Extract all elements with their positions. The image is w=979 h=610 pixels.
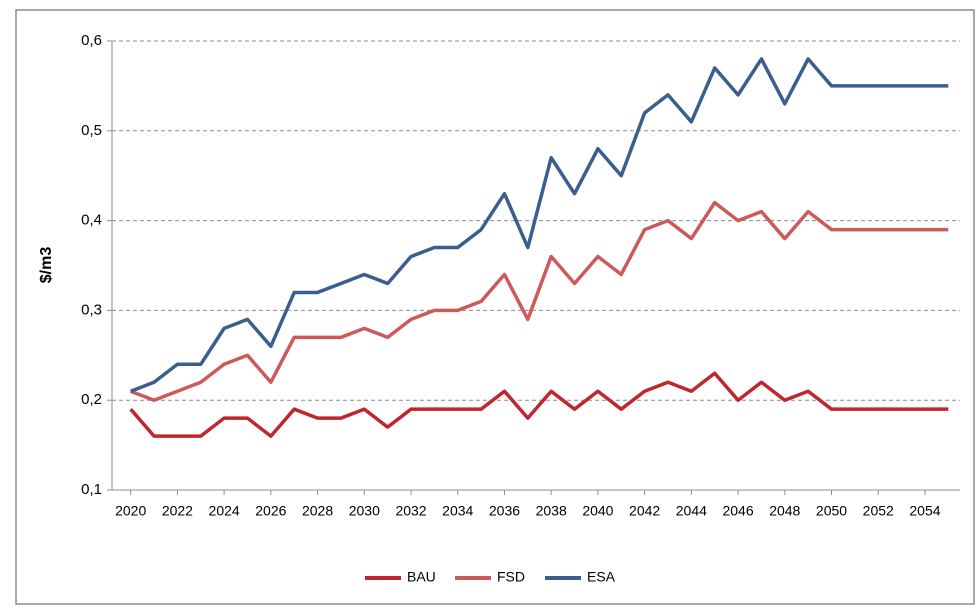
x-tick-label: 2048 (769, 503, 800, 519)
x-tick-label: 2054 (909, 503, 940, 519)
y-tick-label: 0,4 (81, 212, 102, 229)
y-tick-label: 0,1 (81, 481, 102, 498)
y-tick-label: 0,6 (81, 32, 102, 49)
x-tick-label: 2050 (816, 503, 847, 519)
chart-frame (15, 9, 975, 605)
legend-label: FSD (497, 569, 525, 585)
x-tick-label: 2036 (489, 503, 520, 519)
x-tick-label: 2046 (722, 503, 753, 519)
series-line (129, 371, 949, 438)
series-line (130, 57, 949, 393)
x-tick-label: 2020 (115, 503, 146, 519)
series-line (130, 200, 949, 402)
x-tick-label: 2052 (863, 503, 894, 519)
x-tick-label: 2024 (209, 503, 240, 519)
y-tick-label: 0,2 (81, 391, 102, 408)
x-tick-label: 2032 (395, 503, 426, 519)
x-tick-label: 2034 (442, 503, 473, 519)
x-tick-label: 2030 (349, 503, 380, 519)
x-tick-label: 2026 (255, 503, 286, 519)
x-tick-label: 2038 (536, 503, 567, 519)
legend-label: BAU (407, 569, 436, 585)
x-tick-label: 2042 (629, 503, 660, 519)
x-tick-label: 2028 (302, 503, 333, 519)
x-tick-label: 2022 (162, 503, 193, 519)
y-tick-label: 0,3 (81, 301, 102, 318)
x-tick-label: 2044 (676, 503, 707, 519)
y-axis-label: $/m3 (38, 247, 55, 284)
x-tick-label: 2040 (582, 503, 613, 519)
legend-label: ESA (587, 569, 616, 585)
y-tick-label: 0,5 (81, 122, 102, 139)
